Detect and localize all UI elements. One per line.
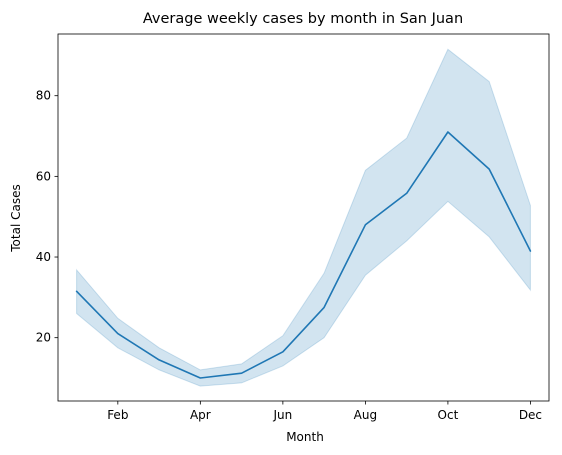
plot-frame <box>57 33 550 402</box>
series-line <box>75 131 532 379</box>
x-axis-label: Month <box>286 430 324 444</box>
x-tick-label: Oct <box>438 408 459 422</box>
x-tick-label: Feb <box>107 408 128 422</box>
y-axis-label: Total Cases <box>9 184 23 252</box>
y-tick-label: 20 <box>36 331 51 345</box>
x-tick-label: Dec <box>519 408 542 422</box>
y-tick-label: 40 <box>36 250 51 264</box>
y-axis: 20 40 60 80 <box>36 89 58 345</box>
x-tick-label: Aug <box>354 408 377 422</box>
plot-area <box>75 48 532 387</box>
x-tick-label: Apr <box>190 408 211 422</box>
y-tick-label: 80 <box>36 89 51 103</box>
confidence-band <box>76 48 531 387</box>
chart-title: Average weekly cases by month in San Jua… <box>143 11 463 27</box>
y-tick-label: 60 <box>36 169 51 183</box>
x-axis: Feb Apr Jun Aug Oct Dec <box>107 401 542 422</box>
x-tick-label: Jun <box>272 408 292 422</box>
